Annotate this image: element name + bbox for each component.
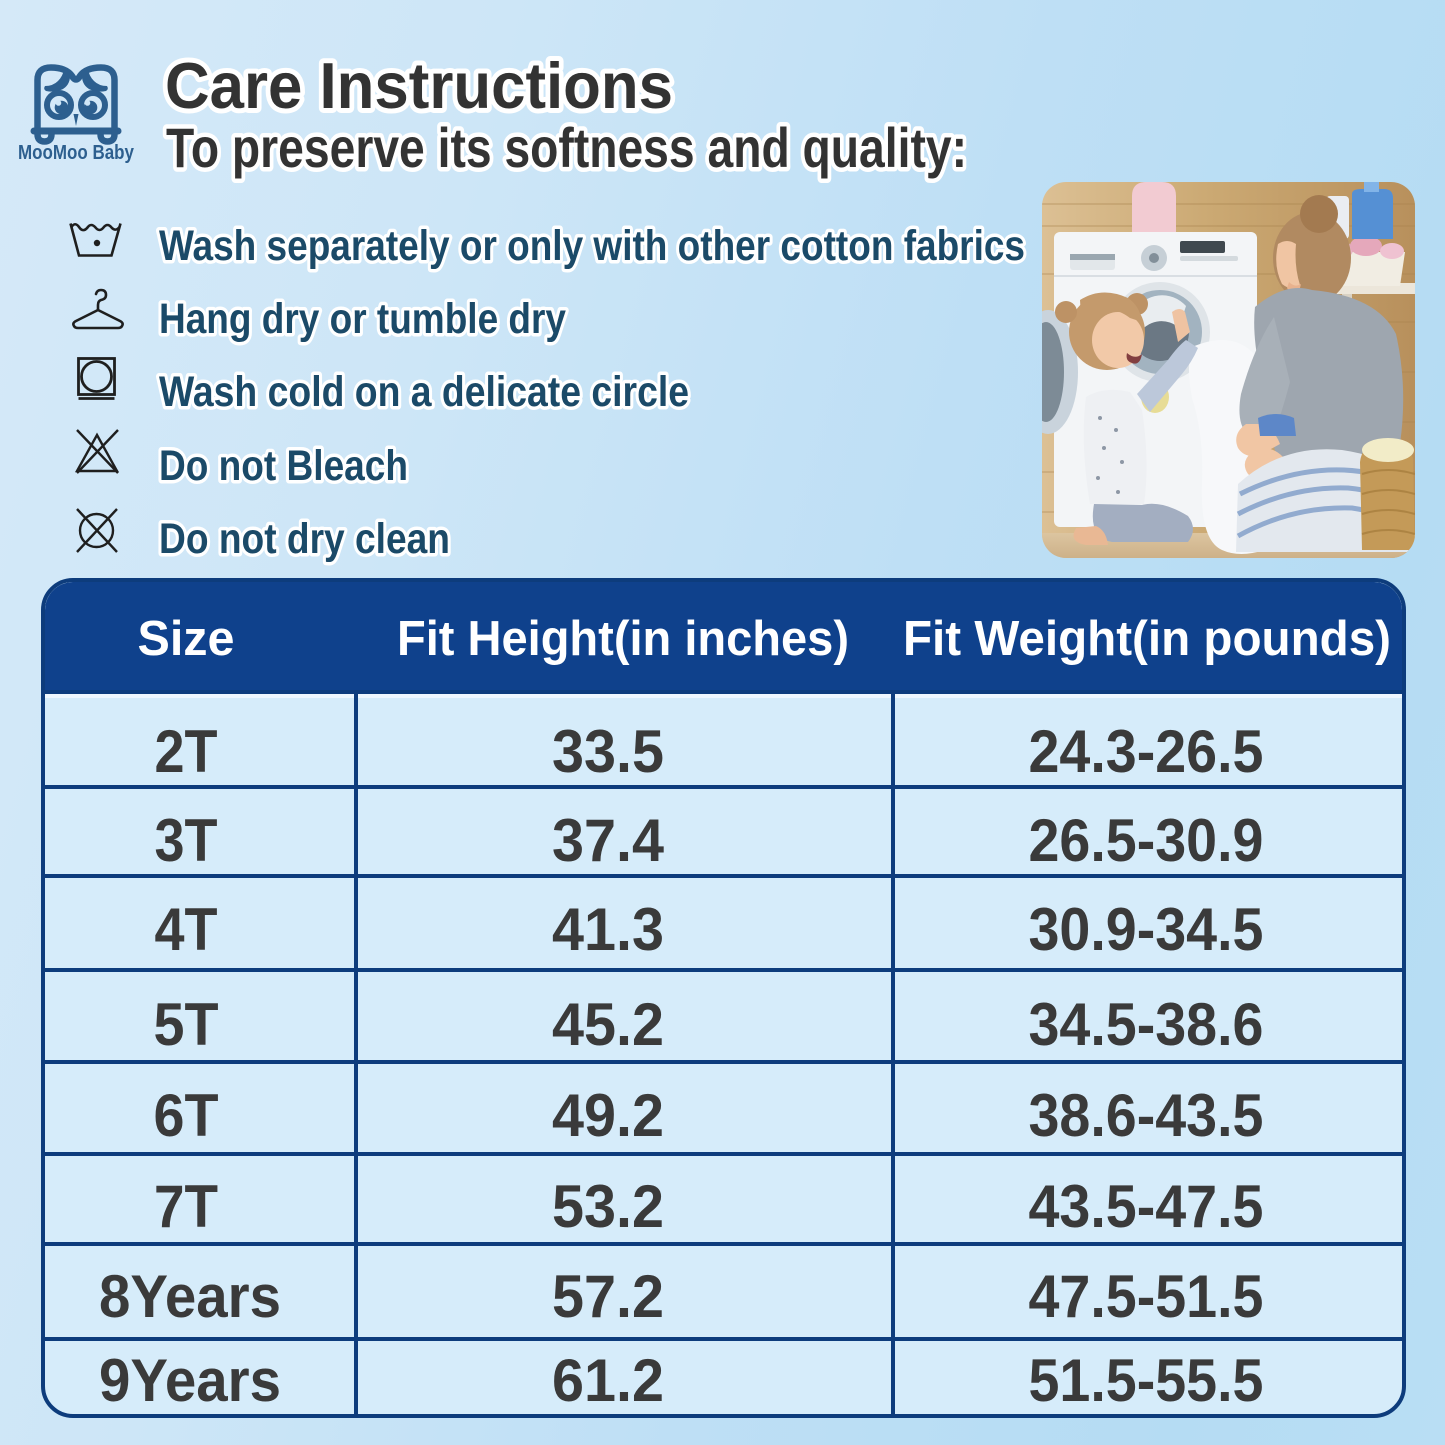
svg-text:43.5-47.5: 43.5-47.5	[1029, 1173, 1264, 1240]
svg-text:30.9-34.5: 30.9-34.5	[1029, 896, 1264, 963]
svg-text:Wash separately or only with o: Wash separately or only with other cotto…	[159, 222, 1025, 270]
svg-text:Fit Weight(in pounds): Fit Weight(in pounds)	[903, 612, 1391, 666]
svg-text:47.5-51.5: 47.5-51.5	[1029, 1263, 1264, 1330]
svg-text:53.2: 53.2	[552, 1173, 664, 1240]
svg-text:24.3-26.5: 24.3-26.5	[1029, 718, 1264, 785]
svg-text:Care Instructions: Care Instructions	[165, 49, 673, 122]
svg-text:38.6-43.5: 38.6-43.5	[1029, 1082, 1264, 1149]
svg-text:Do not Bleach: Do not Bleach	[159, 442, 408, 490]
svg-text:Do not dry clean: Do not dry clean	[159, 515, 450, 563]
svg-text:9Years: 9Years	[99, 1347, 281, 1414]
svg-text:Wash cold on a delicate circle: Wash cold on a delicate circle	[159, 368, 689, 416]
svg-text:5T: 5T	[154, 991, 219, 1058]
svg-text:Fit Height(in inches): Fit Height(in inches)	[397, 612, 849, 666]
svg-text:Size: Size	[138, 612, 235, 666]
svg-text:3T: 3T	[155, 807, 218, 874]
svg-text:61.2: 61.2	[552, 1347, 664, 1414]
svg-text:34.5-38.6: 34.5-38.6	[1029, 991, 1264, 1058]
svg-text:7T: 7T	[154, 1173, 218, 1240]
svg-text:37.4: 37.4	[552, 807, 665, 874]
svg-text:41.3: 41.3	[552, 896, 664, 963]
svg-text:4T: 4T	[155, 896, 218, 963]
svg-text:6T: 6T	[154, 1082, 219, 1149]
svg-text:57.2: 57.2	[552, 1263, 664, 1330]
svg-text:26.5-30.9: 26.5-30.9	[1029, 807, 1264, 874]
svg-text:2T: 2T	[155, 718, 218, 785]
svg-text:Hang dry or tumble dry: Hang dry or tumble dry	[159, 295, 566, 343]
svg-text:8Years: 8Years	[99, 1263, 281, 1330]
svg-text:45.2: 45.2	[552, 991, 664, 1058]
svg-text:49.2: 49.2	[552, 1082, 664, 1149]
svg-text:51.5-55.5: 51.5-55.5	[1029, 1347, 1264, 1414]
svg-text:MooMoo Baby: MooMoo Baby	[18, 141, 134, 164]
svg-text:To preserve its softness and q: To preserve its softness and quality:	[166, 116, 967, 179]
svg-text:33.5: 33.5	[552, 718, 664, 785]
